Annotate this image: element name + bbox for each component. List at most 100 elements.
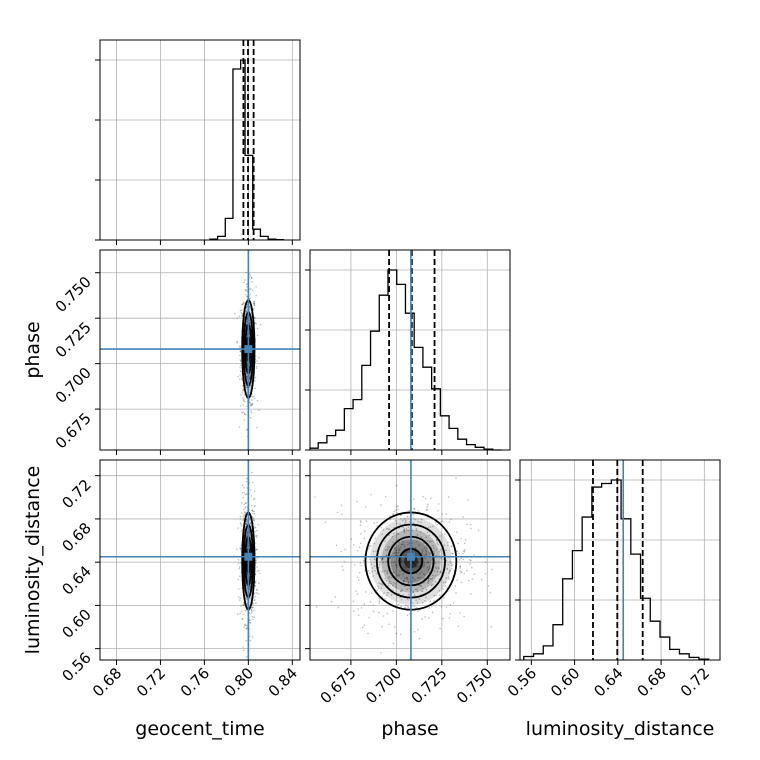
sample-point — [388, 623, 390, 626]
sample-point — [414, 588, 417, 591]
sample-point — [448, 617, 451, 619]
sample-point — [243, 626, 245, 628]
sample-point — [460, 571, 463, 574]
sample-point — [251, 510, 254, 513]
sample-point — [245, 323, 248, 325]
sample-point — [242, 496, 244, 499]
sample-point — [436, 539, 438, 542]
sample-point — [444, 533, 446, 535]
sample-point — [402, 519, 404, 522]
sample-point — [241, 618, 244, 620]
sample-point — [444, 581, 447, 584]
sample-point — [239, 350, 242, 353]
sample-point — [241, 314, 244, 317]
sample-point — [466, 569, 468, 572]
sample-point — [364, 506, 367, 508]
sample-point — [245, 655, 248, 658]
sample-point — [415, 527, 418, 530]
sample-point — [412, 590, 415, 593]
sample-point — [430, 606, 433, 608]
sample-point — [433, 599, 435, 602]
sample-point — [442, 588, 444, 590]
sample-point — [421, 590, 424, 592]
sample-point — [241, 411, 243, 414]
sample-point — [249, 639, 252, 642]
sample-point — [245, 480, 248, 483]
sample-point — [442, 520, 444, 522]
sample-point — [239, 515, 242, 518]
sample-point — [357, 579, 360, 581]
sample-point — [401, 559, 403, 561]
sample-point — [449, 603, 452, 606]
sample-point — [378, 600, 381, 602]
sample-point — [423, 564, 426, 567]
sample-point — [253, 510, 255, 513]
sample-point — [439, 594, 441, 596]
sample-point — [250, 489, 252, 491]
sample-point — [245, 373, 248, 375]
sample-point — [454, 585, 457, 587]
sample-point — [459, 565, 462, 567]
sample-point — [246, 375, 248, 378]
sample-point — [384, 597, 386, 600]
sample-point — [244, 505, 247, 508]
sample-point — [403, 580, 405, 583]
sample-point — [359, 524, 362, 526]
sample-point — [425, 536, 427, 539]
sample-point — [258, 582, 260, 584]
sample-point — [256, 588, 258, 591]
sample-point — [242, 519, 244, 522]
sample-point — [356, 549, 359, 552]
x-tick-label: 0.68 — [634, 664, 670, 700]
sample-point — [242, 604, 244, 606]
sample-point — [460, 557, 463, 560]
sample-point — [459, 567, 462, 569]
sample-point — [385, 579, 388, 582]
sample-point — [416, 588, 418, 591]
sample-point — [242, 301, 245, 304]
sample-point — [380, 583, 382, 585]
sample-point — [255, 559, 258, 561]
sample-point — [412, 522, 415, 524]
sample-point — [413, 498, 415, 501]
sample-point — [236, 317, 239, 319]
sample-point — [242, 398, 245, 401]
sample-point — [426, 546, 428, 549]
sample-point — [254, 535, 257, 537]
sample-point — [384, 577, 387, 580]
sample-point — [429, 577, 432, 580]
sample-point — [395, 522, 398, 525]
sample-point — [398, 549, 400, 551]
sample-point — [413, 579, 416, 581]
sample-point — [381, 558, 384, 560]
sample-point — [253, 599, 255, 602]
sample-point — [380, 504, 382, 506]
sample-point — [449, 613, 452, 615]
sample-point — [455, 477, 457, 479]
x-tick-label: 0.80 — [221, 664, 257, 700]
y-axis-label-phase: phase — [22, 321, 44, 378]
sample-point — [239, 360, 242, 362]
sample-point — [248, 322, 251, 324]
sample-point — [398, 593, 400, 595]
sample-point — [398, 547, 401, 549]
sample-point — [254, 380, 256, 382]
sample-point — [242, 604, 245, 607]
sample-point — [407, 582, 409, 585]
sample-point — [389, 580, 391, 583]
sample-point — [251, 396, 254, 398]
sample-point — [240, 312, 243, 314]
sample-point — [448, 521, 451, 523]
sample-point — [246, 429, 248, 431]
sample-point — [249, 405, 252, 407]
sample-point — [421, 549, 424, 551]
sample-point — [256, 334, 259, 337]
sample-point — [407, 599, 409, 601]
sample-point — [396, 551, 398, 554]
sample-point — [249, 288, 252, 291]
sample-point — [412, 513, 415, 516]
sample-point — [403, 530, 406, 532]
sample-point — [406, 576, 408, 579]
sample-point — [393, 532, 395, 535]
